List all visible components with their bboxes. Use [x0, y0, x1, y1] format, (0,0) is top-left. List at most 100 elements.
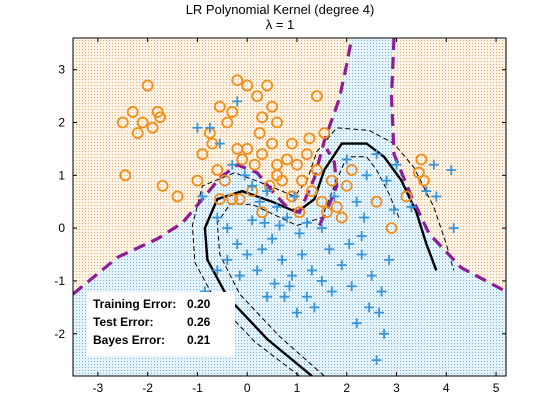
- orange-class-point: [156, 179, 169, 192]
- blue-class-point: [336, 260, 347, 271]
- orange-class-point: [151, 106, 164, 118]
- orange-class-point: [251, 90, 264, 102]
- blue-class-point: [301, 217, 312, 228]
- orange-class-point: [141, 79, 154, 92]
- blue-class-point: [252, 265, 263, 276]
- orange-class-point: [226, 106, 239, 118]
- orange-class-point: [236, 153, 249, 166]
- orange-class-point: [301, 148, 313, 161]
- blue-class-point: [247, 180, 258, 191]
- blue-class-point: [446, 165, 457, 176]
- blue-class-point: [279, 291, 290, 302]
- orange-class-point: [330, 201, 343, 213]
- blue-class-point: [379, 328, 390, 339]
- x-tick-label: 1: [294, 381, 301, 395]
- blue-class-point: [262, 186, 273, 197]
- decision-margin-inner: [216, 156, 400, 376]
- blue-class-point: [296, 249, 307, 260]
- orange-class-point: [253, 127, 266, 139]
- orange-class-point: [171, 190, 184, 203]
- orange-class-point: [271, 169, 283, 182]
- orange-class-point: [211, 164, 224, 176]
- y-tick-label: 2: [58, 116, 65, 130]
- orange-class-point: [256, 206, 269, 219]
- orange-class-point: [213, 100, 226, 113]
- orange-class-point: [213, 193, 226, 205]
- blue-class-point: [309, 302, 320, 313]
- blue-class-point: [242, 249, 253, 260]
- blue-class-point: [306, 265, 317, 276]
- blue-class-point: [227, 159, 238, 170]
- blue-class-point: [214, 138, 225, 149]
- blue-class-point: [234, 270, 245, 281]
- orange-class-point: [296, 174, 308, 187]
- blue-class-point: [448, 223, 459, 234]
- blue-class-point: [324, 244, 335, 255]
- blue-class-point: [381, 175, 392, 186]
- orange-class-point: [325, 174, 338, 187]
- orange-class-point: [271, 116, 283, 129]
- blue-class-point: [391, 159, 402, 170]
- blue-class-point: [316, 223, 327, 234]
- orange-class-point: [335, 211, 348, 224]
- blue-class-point: [239, 170, 250, 181]
- orange-class-point: [241, 79, 254, 92]
- y-tick-label: 1: [58, 168, 65, 182]
- training-error-label: Training Error:: [93, 297, 177, 311]
- error-summary-box: Training Error: 0.20 Test Error: 0.26 Ba…: [87, 292, 235, 356]
- blue-class-point: [247, 215, 258, 226]
- y-tick-label: -2: [54, 327, 65, 341]
- blue-class-point: [277, 254, 288, 265]
- blue-class-point: [262, 291, 273, 302]
- orange-class-point: [119, 169, 132, 182]
- blue-class-point: [282, 212, 293, 223]
- blue-class-region: [73, 38, 506, 376]
- orange-class-point: [291, 158, 303, 171]
- orange-class-point: [261, 79, 274, 92]
- blue-class-point: [356, 249, 367, 260]
- blue-class-point: [346, 281, 357, 292]
- axis-ticks: -3 -2 -1 0 1 2 3 4 5 -2 -1 0 1 2 3: [54, 38, 506, 395]
- orange-class-point: [131, 127, 144, 139]
- data-points: [116, 74, 459, 366]
- x-tick-label: 4: [443, 381, 450, 395]
- blue-class-point: [301, 291, 312, 302]
- test-error-row: Test Error: 0.26: [93, 315, 210, 329]
- orange-class-point: [385, 222, 398, 235]
- orange-class-point: [340, 179, 353, 192]
- blue-class-point: [374, 307, 385, 318]
- blue-class-point: [286, 270, 297, 281]
- blue-class-point: [341, 154, 352, 165]
- orange-class-point: [248, 158, 261, 171]
- orange-class-point: [315, 195, 328, 208]
- blue-class-point: [361, 170, 372, 181]
- orange-class-point: [221, 116, 234, 129]
- orange-class-point: [146, 121, 159, 134]
- bayes-error-label: Bayes Error:: [93, 333, 166, 347]
- orange-class-point: [293, 206, 306, 219]
- plot-frame: [72, 37, 507, 377]
- orange-class-point: [191, 174, 204, 187]
- blue-class-point: [384, 254, 395, 265]
- orange-class-point: [196, 148, 209, 161]
- orange-class-point: [116, 116, 129, 129]
- x-tick-label: -1: [192, 381, 203, 395]
- orange-class-point: [231, 74, 244, 87]
- orange-class-point: [310, 90, 323, 102]
- training-error-value: 0.20: [187, 297, 211, 311]
- decision-boundary-group: [191, 127, 455, 376]
- bayes-error-value: 0.21: [187, 333, 211, 347]
- orange-class-point: [126, 106, 139, 118]
- blue-class-point: [232, 238, 243, 249]
- blue-class-point: [204, 122, 215, 133]
- chart-title: LR Polynomial Kernel (degree 4): [185, 2, 375, 17]
- blue-class-point: [294, 228, 305, 239]
- x-tick-label: 5: [493, 381, 500, 395]
- orange-class-point: [281, 153, 293, 166]
- test-error-value: 0.26: [187, 315, 211, 329]
- blue-class-point: [364, 302, 375, 313]
- chart-subtitle: λ = 1: [265, 17, 295, 32]
- blue-class-point: [267, 233, 278, 244]
- blue-class-point: [356, 231, 367, 242]
- x-tick-label: 2: [343, 381, 350, 395]
